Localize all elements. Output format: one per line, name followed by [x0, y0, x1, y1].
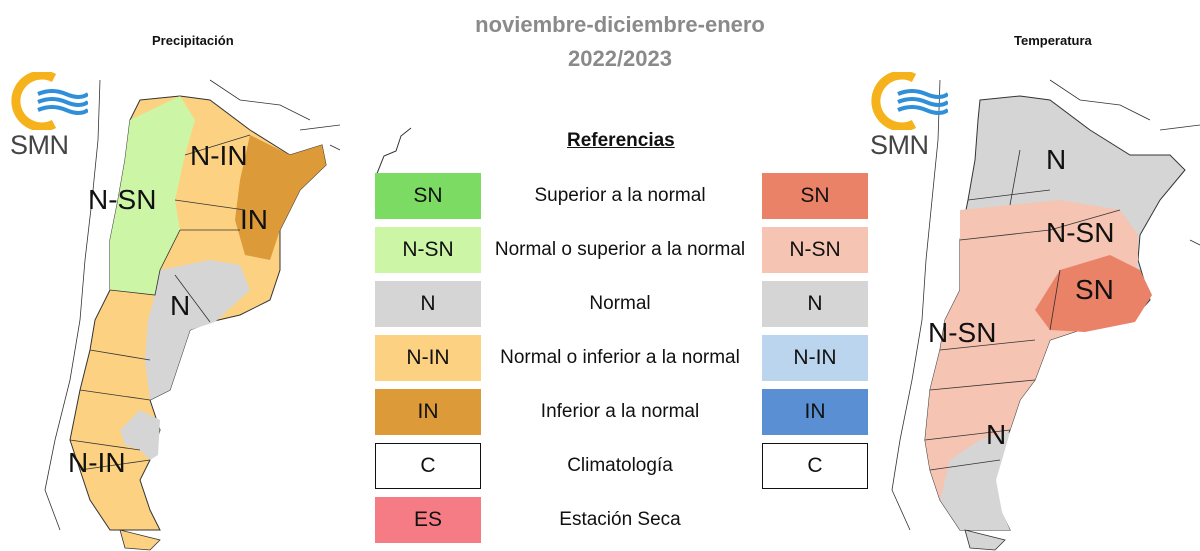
precip-label-in: IN: [240, 204, 268, 235]
year-title: 2022/2023: [568, 46, 672, 71]
legend-right-c: C: [762, 443, 868, 489]
precip-label-nin-south: N-IN: [68, 447, 126, 478]
legend-right-sn: SN: [762, 173, 868, 219]
legend-left-nin: N-IN: [375, 335, 481, 381]
precip-label-nsn: N-SN: [88, 184, 157, 215]
precip-map-svg: [44, 79, 340, 551]
legend-desc-sn: Superior a la normal: [534, 185, 706, 206]
temp-map-title: Temperatura: [1014, 33, 1092, 48]
temp-label-sn: SN: [1075, 274, 1114, 305]
legend-desc-nin: Normal o inferior a la normal: [500, 347, 740, 368]
legend-desc-in: Inferior a la normal: [540, 401, 700, 422]
legend-desc-c: Climatología: [567, 455, 673, 476]
legend-left-c: C: [375, 443, 481, 489]
temp-map-svg: [891, 79, 1200, 551]
period-title: noviembre-diciembre-enero: [475, 12, 765, 37]
smn-logo-text: SMN: [10, 130, 69, 160]
smn-logo-icon: [871, 72, 948, 130]
legend-left-in: IN: [375, 389, 481, 435]
precip-label-n: N: [170, 290, 191, 321]
legend-right-in: IN: [762, 389, 868, 435]
temp-label-n-south: N: [986, 419, 1007, 450]
coast-decoration: [376, 126, 416, 176]
legend-desc-nsn: Normal o superior a la normal: [494, 239, 746, 260]
legend-right-nin: N-IN: [762, 335, 868, 381]
precip-map-title: Precipitación: [152, 33, 234, 48]
precip-map: [0, 60, 340, 551]
temp-label-nsn-center: N-SN: [1046, 217, 1115, 248]
legend-desc-n: Normal: [589, 293, 651, 314]
legend-left-es: ES: [375, 497, 481, 543]
legend-desc-es: Estación Seca: [559, 509, 681, 530]
coast-decoration-svg: [376, 127, 412, 176]
legend-left-sn: SN: [375, 173, 481, 219]
smn-logo-right: SMN: [870, 72, 948, 162]
legend-title: Referencias: [567, 130, 675, 151]
temp-label-n-north: N: [1046, 144, 1067, 175]
smn-logo-text: SMN: [870, 130, 929, 160]
temp-map: [870, 60, 1200, 551]
legend-left-nsn: N-SN: [375, 227, 481, 273]
legend-right-n: N: [762, 281, 868, 327]
legend: SN Superior a la normal SN N-SN Normal o…: [375, 173, 875, 545]
legend-right-nsn: N-SN: [762, 227, 868, 273]
precip-label-nin-north: N-IN: [190, 140, 248, 171]
smn-logo-icon: [11, 72, 88, 130]
legend-left-n: N: [375, 281, 481, 327]
temp-label-nsn-west: N-SN: [928, 317, 997, 348]
smn-logo-left: SMN: [10, 72, 88, 162]
